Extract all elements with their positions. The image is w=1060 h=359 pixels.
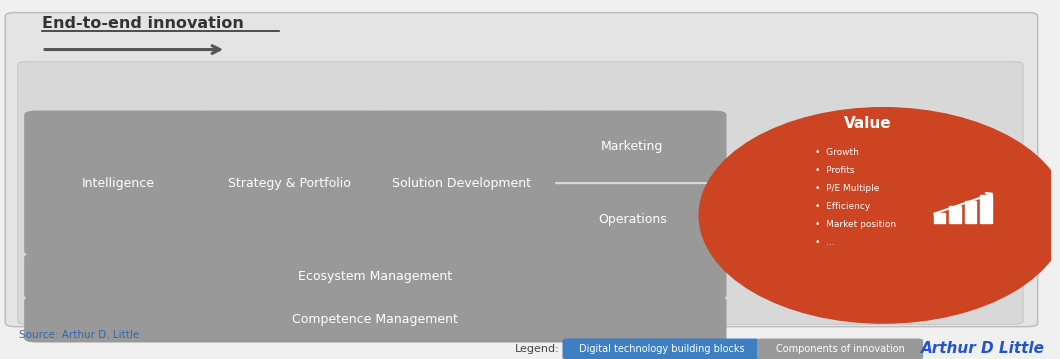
Text: •  Market position: • Market position — [815, 220, 896, 229]
FancyBboxPatch shape — [538, 184, 726, 256]
Text: Value: Value — [844, 116, 891, 131]
FancyBboxPatch shape — [757, 339, 923, 359]
Text: Competence Management: Competence Management — [293, 313, 458, 326]
Text: Operations: Operations — [598, 213, 667, 227]
Text: •  ...: • ... — [815, 238, 834, 247]
Text: End-to-end innovation: End-to-end innovation — [42, 15, 244, 31]
Text: Marketing: Marketing — [601, 140, 664, 153]
Text: Ecosystem Management: Ecosystem Management — [298, 270, 453, 283]
Text: Solution Development: Solution Development — [391, 177, 531, 190]
FancyBboxPatch shape — [563, 339, 760, 359]
FancyBboxPatch shape — [367, 111, 555, 256]
Bar — [980, 195, 992, 223]
Text: Legend:: Legend: — [515, 344, 560, 354]
Text: Digital technology building blocks: Digital technology building blocks — [579, 344, 744, 354]
FancyBboxPatch shape — [5, 13, 1038, 327]
Text: Arthur D Little: Arthur D Little — [921, 341, 1045, 356]
Text: •  P/E Multiple: • P/E Multiple — [815, 184, 879, 193]
Text: •  Growth: • Growth — [815, 148, 859, 157]
FancyBboxPatch shape — [195, 111, 384, 256]
FancyBboxPatch shape — [24, 253, 726, 299]
Text: Source: Arthur D. Little: Source: Arthur D. Little — [19, 330, 139, 340]
Text: Components of innovation: Components of innovation — [776, 344, 904, 354]
Bar — [965, 201, 976, 223]
Bar — [934, 213, 946, 223]
FancyBboxPatch shape — [538, 111, 726, 182]
Text: •  Efficiency: • Efficiency — [815, 202, 870, 211]
FancyBboxPatch shape — [24, 111, 212, 256]
FancyBboxPatch shape — [24, 296, 726, 342]
Text: Strategy & Portfolio: Strategy & Portfolio — [228, 177, 351, 190]
FancyBboxPatch shape — [18, 62, 1023, 324]
Ellipse shape — [700, 108, 1060, 323]
Text: Intelligence: Intelligence — [82, 177, 155, 190]
Text: •  Profits: • Profits — [815, 166, 854, 175]
Bar — [950, 206, 960, 223]
